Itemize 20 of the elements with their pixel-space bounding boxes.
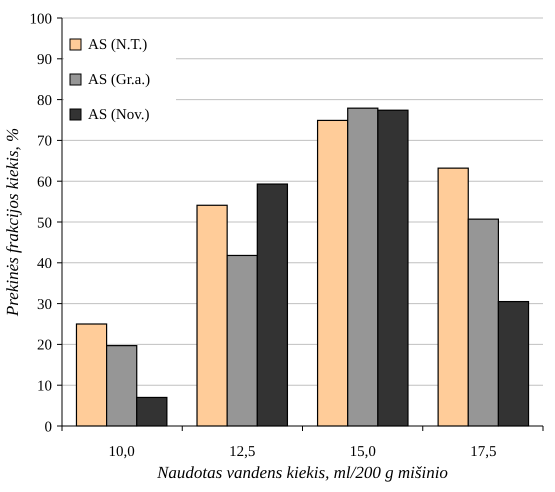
y-tick-label: 10 bbox=[37, 378, 52, 394]
y-tick-label: 30 bbox=[37, 296, 52, 313]
x-tick-label: 17,5 bbox=[470, 444, 496, 460]
y-tick-label: 20 bbox=[37, 338, 52, 354]
y-tick-label: 70 bbox=[37, 134, 52, 150]
legend-label: AS (Nov.) bbox=[88, 107, 150, 123]
x-tick-label: 15,0 bbox=[350, 444, 376, 460]
y-axis-title: Prekinės frakcijos kiekis, % bbox=[3, 128, 22, 318]
y-tick-label: 60 bbox=[37, 174, 52, 190]
y-tick-label: 0 bbox=[44, 419, 52, 436]
x-axis-title: Naudotas vandens kiekis, ml/200 g mišinio bbox=[156, 463, 448, 482]
x-tick-label: 12,5 bbox=[229, 444, 256, 460]
legend-label: AS (Gr.a.) bbox=[88, 72, 150, 88]
y-tick-label: 50 bbox=[37, 215, 52, 232]
y-tick-label: 90 bbox=[37, 52, 52, 68]
y-tick-label: 100 bbox=[30, 11, 52, 28]
x-tick-label: 10,0 bbox=[108, 444, 135, 460]
legend-label: AS (N.T.) bbox=[88, 37, 148, 53]
y-tick-label: 40 bbox=[37, 256, 52, 272]
y-tick-label: 80 bbox=[37, 92, 52, 109]
